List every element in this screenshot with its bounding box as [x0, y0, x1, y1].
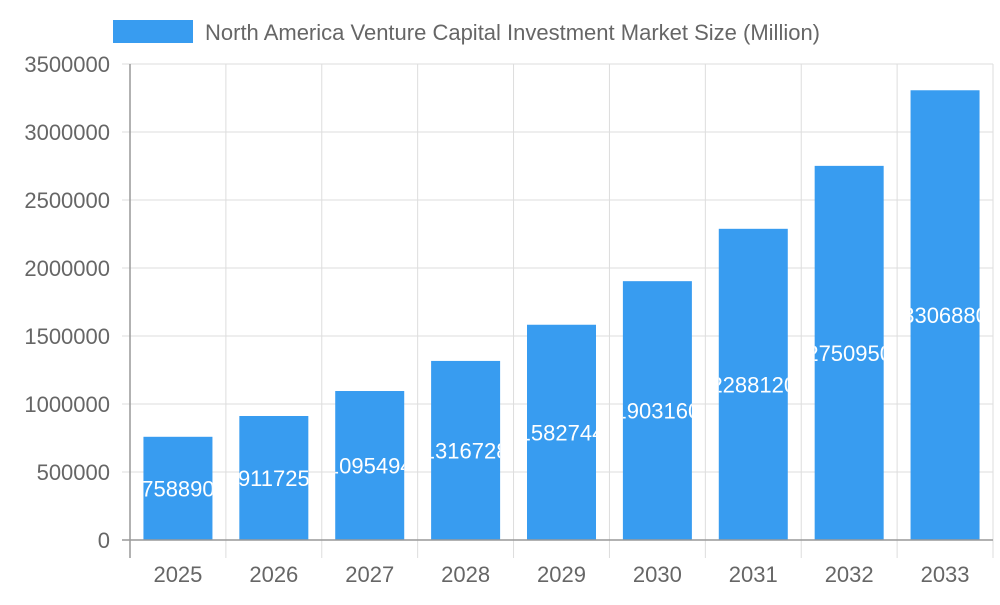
- x-tick-label: 2031: [729, 562, 778, 587]
- y-tick-label: 500000: [37, 460, 110, 485]
- y-tick-label: 3500000: [24, 52, 110, 77]
- x-tick-label: 2028: [441, 562, 490, 587]
- grid: [122, 63, 994, 558]
- x-tick-label: 2027: [345, 562, 394, 587]
- bar-2029[interactable]: [527, 324, 596, 540]
- bar-2027[interactable]: [335, 391, 405, 540]
- legend[interactable]: North America Venture Capital Investment…: [113, 20, 820, 45]
- bars: [143, 90, 980, 541]
- bar-2028[interactable]: [431, 360, 501, 540]
- x-tick-label: 2033: [921, 562, 970, 587]
- bar-2025[interactable]: [143, 436, 213, 540]
- bar-2032[interactable]: [814, 165, 884, 541]
- legend-label: North America Venture Capital Investment…: [205, 20, 820, 45]
- y-tick-label: 0: [98, 528, 110, 553]
- legend-swatch: [113, 20, 193, 43]
- y-tick-label: 2500000: [24, 188, 110, 213]
- data-label: 1095494: [327, 454, 413, 479]
- bar-2030[interactable]: [622, 281, 692, 540]
- data-label: 2750950: [806, 341, 892, 366]
- x-tick-label: 2030: [633, 562, 682, 587]
- x-tick-label: 2025: [153, 562, 202, 587]
- bar-2026[interactable]: [239, 416, 309, 540]
- data-label: 3306880: [902, 303, 988, 328]
- data-label: 911725: [238, 466, 310, 491]
- bar-2033[interactable]: [910, 90, 980, 541]
- data-label: 1903160: [615, 399, 701, 424]
- data-label: 1316728: [423, 438, 509, 463]
- data-labels: 758890 911725 1095494 1316728 1582744 1903160…: [141, 303, 988, 501]
- axes: 0 500000 1000000 1500000 2000000 2500000 30000…: [24, 52, 993, 587]
- y-tick-label: 1500000: [24, 324, 110, 349]
- y-tick-label: 2000000: [24, 256, 110, 281]
- y-tick-label: 3000000: [24, 120, 110, 145]
- x-tick-label: 2029: [537, 562, 586, 587]
- x-tick-label: 2026: [249, 562, 298, 587]
- y-tick-label: 1000000: [24, 392, 110, 417]
- x-tick-label: 2032: [825, 562, 874, 587]
- data-label: 2288120: [710, 372, 796, 397]
- data-label: 1582744: [519, 420, 605, 445]
- bar-2031[interactable]: [718, 228, 788, 540]
- data-label: 758890: [141, 476, 214, 501]
